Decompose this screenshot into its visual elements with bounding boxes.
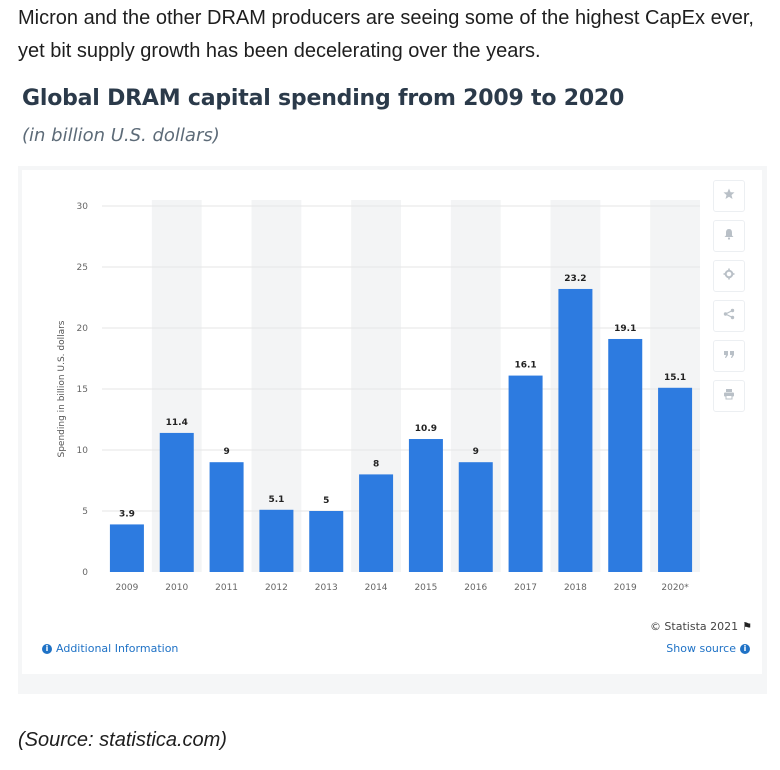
additional-information-link[interactable]: i Additional Information bbox=[42, 642, 178, 655]
gear-icon bbox=[723, 267, 735, 285]
statista-credit: © Statista 2021 ⚑ bbox=[650, 620, 752, 633]
settings-button[interactable] bbox=[713, 260, 745, 292]
share-icon bbox=[723, 307, 735, 325]
chart-subtitle: (in billion U.S. dollars) bbox=[22, 125, 220, 146]
flag-icon: ⚑ bbox=[742, 620, 752, 633]
print-button[interactable] bbox=[713, 380, 745, 412]
intro-paragraph: Micron and the other DRAM producers are … bbox=[18, 7, 754, 62]
star-icon bbox=[723, 187, 735, 205]
chart-toolbar bbox=[713, 180, 747, 420]
cite-button[interactable] bbox=[713, 340, 745, 372]
print-icon bbox=[723, 387, 735, 405]
share-button[interactable] bbox=[713, 300, 745, 332]
bell-icon bbox=[723, 227, 735, 245]
source-note: (Source: statistica.com) bbox=[18, 729, 227, 751]
show-source-label: Show source bbox=[666, 642, 736, 655]
info-icon: i bbox=[740, 643, 750, 654]
info-icon: i bbox=[42, 643, 52, 654]
quote-icon bbox=[723, 347, 735, 365]
notification-button[interactable] bbox=[713, 220, 745, 252]
chart-title: Global DRAM capital spending from 2009 t… bbox=[22, 86, 625, 111]
credit-text: © Statista 2021 bbox=[649, 620, 739, 633]
additional-information-label: Additional Information bbox=[56, 642, 179, 655]
favorite-button[interactable] bbox=[713, 180, 745, 212]
chart-card bbox=[22, 170, 762, 674]
show-source-link[interactable]: Show source i bbox=[666, 642, 750, 655]
